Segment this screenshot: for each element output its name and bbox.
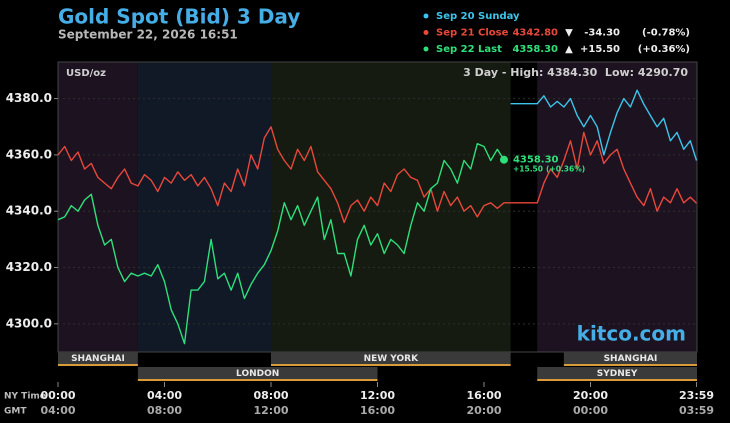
legend-pct: (-0.78%) [642, 28, 690, 39]
legend-label: Sep 22 Last [436, 44, 502, 55]
series-line [57, 126, 697, 224]
session-shade [271, 62, 511, 352]
session-label: LONDON [236, 369, 279, 379]
y-tick-label: 4360.0 [6, 147, 52, 161]
x-tick-label: 20:00 [573, 389, 608, 402]
y-tick-label: 4340.0 [6, 204, 52, 218]
legend-arrow: ▲ [565, 44, 573, 55]
session-label: SHANGHAI [604, 354, 658, 364]
last-point [499, 155, 508, 164]
x-axis-label: GMT [4, 407, 27, 417]
legend-marker [423, 13, 429, 19]
series-line [57, 143, 505, 345]
session-label: SHANGHAI [71, 354, 125, 364]
legend-marker [423, 46, 429, 52]
chart-subtitle: September 22, 2026 16:51 [58, 28, 238, 42]
x-tick-label: 04:00 [147, 389, 182, 402]
legend-pct: (+0.36%) [638, 44, 690, 55]
last-value-label: 4358.30 [513, 155, 559, 166]
session-band [58, 352, 138, 365]
range-label: 3 Day - High: 4384.30 Low: 4290.70 [463, 66, 688, 79]
change-value: +15.50 [513, 165, 543, 174]
legend-label: Sep 21 Close [436, 28, 509, 39]
legend-value: 4358.30 [512, 44, 558, 55]
gmt-tick-label: 04:00 [40, 404, 75, 417]
gmt-tick-label: 08:00 [147, 404, 182, 417]
legend-arrow: ▼ [565, 28, 573, 39]
plot-background [58, 62, 697, 352]
x-tick-label: 23:59 [679, 389, 714, 402]
gmt-tick-label: 16:00 [360, 404, 395, 417]
session-shade [563, 62, 697, 352]
y-tick-label: 4380.0 [6, 91, 52, 105]
chart-title: Gold Spot (Bid) 3 Day [58, 5, 300, 29]
x-tick-label: 12:00 [360, 389, 395, 402]
x-tick-label: 16:00 [466, 389, 501, 402]
session-band [537, 367, 697, 380]
legend-change: +15.50 [580, 44, 620, 55]
legend-marker [423, 30, 429, 35]
x-axis-label: NY Time [4, 392, 46, 402]
gmt-tick-label: 12:00 [253, 404, 288, 417]
unit-label: USD/oz [66, 68, 106, 79]
session-band [563, 352, 697, 365]
session-label: SYDNEY [597, 369, 638, 379]
legend-label: Sep 20 Sunday [436, 11, 520, 22]
legend-value: 4342.80 [512, 28, 558, 39]
legend-change: -34.30 [584, 28, 620, 39]
last-change-label: +15.50 (+0.36%) [513, 165, 585, 174]
y-tick-label: 4320.0 [6, 260, 52, 274]
gmt-tick-label: 20:00 [466, 404, 501, 417]
session-shade [58, 62, 138, 352]
session-band [137, 367, 378, 380]
gmt-tick-label: 00:00 [573, 404, 608, 417]
x-tick-label: 00:00 [40, 389, 75, 402]
gmt-tick-label: 03:59 [679, 404, 714, 417]
x-tick-label: 08:00 [253, 389, 288, 402]
y-tick-label: 4300.0 [6, 316, 52, 330]
session-label: NEW YORK [364, 354, 420, 364]
session-band [271, 352, 511, 365]
series-line [510, 89, 698, 161]
change-pct: (+0.36%) [546, 165, 585, 174]
watermark: kitco.com [577, 322, 686, 346]
